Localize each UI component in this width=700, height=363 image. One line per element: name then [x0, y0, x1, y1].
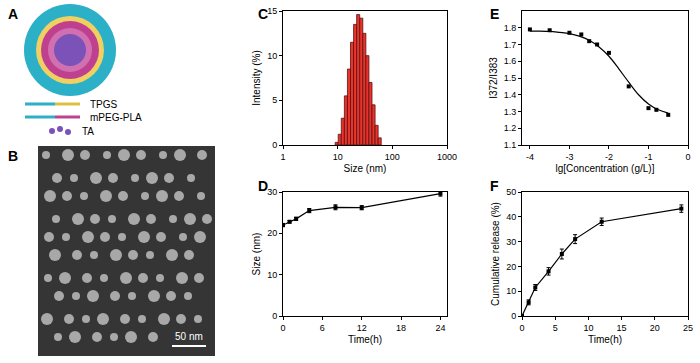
svg-text:10: 10: [333, 152, 343, 162]
svg-text:20: 20: [650, 323, 660, 333]
svg-text:Size (nm): Size (nm): [344, 163, 387, 174]
svg-text:50 nm: 50 nm: [175, 331, 203, 342]
svg-text:5: 5: [272, 95, 277, 105]
svg-text:Cumulative release (%): Cumulative release (%): [490, 202, 501, 306]
svg-text:15: 15: [267, 6, 277, 16]
svg-text:mPEG-PLA: mPEG-PLA: [90, 112, 142, 123]
svg-text:E: E: [490, 6, 499, 22]
svg-text:TPGS: TPGS: [90, 99, 118, 110]
svg-text:1.7: 1.7: [504, 40, 517, 50]
svg-text:Size (nm): Size (nm): [251, 233, 262, 276]
svg-text:I372/I383: I372/I383: [488, 57, 499, 99]
svg-text:0: 0: [280, 323, 285, 333]
svg-text:10: 10: [267, 270, 277, 280]
svg-text:6: 6: [320, 323, 325, 333]
svg-text:10: 10: [506, 286, 516, 296]
svg-text:1000: 1000: [437, 152, 457, 162]
svg-text:10: 10: [583, 323, 593, 333]
svg-text:10: 10: [267, 51, 277, 61]
svg-text:30: 30: [267, 187, 277, 197]
svg-text:0: 0: [511, 311, 516, 321]
svg-text:1.6: 1.6: [504, 56, 517, 66]
svg-text:50: 50: [506, 187, 516, 197]
svg-text:40: 40: [506, 212, 516, 222]
svg-text:B: B: [8, 148, 18, 164]
svg-text:12: 12: [357, 323, 367, 333]
svg-text:24: 24: [435, 323, 445, 333]
svg-text:18: 18: [396, 323, 406, 333]
svg-text:TA: TA: [82, 126, 94, 137]
svg-text:-2: -2: [605, 152, 613, 162]
svg-text:0: 0: [272, 311, 277, 321]
svg-text:-1: -1: [644, 152, 652, 162]
svg-text:0: 0: [685, 152, 690, 162]
svg-text:5: 5: [553, 323, 558, 333]
svg-text:20: 20: [267, 228, 277, 238]
svg-text:F: F: [490, 178, 499, 194]
svg-text:Intensity (%): Intensity (%): [251, 50, 262, 106]
svg-text:Time(h): Time(h): [348, 334, 382, 345]
svg-text:-3: -3: [565, 152, 573, 162]
svg-text:1: 1: [280, 152, 285, 162]
svg-text:A: A: [8, 6, 18, 22]
svg-text:100: 100: [385, 152, 400, 162]
svg-text:1.3: 1.3: [504, 107, 517, 117]
svg-text:25: 25: [683, 323, 693, 333]
svg-text:0: 0: [519, 323, 524, 333]
svg-text:0: 0: [272, 140, 277, 150]
svg-text:1.4: 1.4: [504, 90, 517, 100]
svg-text:1.5: 1.5: [504, 73, 517, 83]
svg-text:C: C: [258, 6, 268, 22]
svg-text:20: 20: [506, 262, 516, 272]
svg-text:15: 15: [617, 323, 627, 333]
svg-text:1.1: 1.1: [504, 140, 517, 150]
svg-text:1.2: 1.2: [504, 123, 517, 133]
svg-text:Time(h): Time(h): [588, 334, 622, 345]
svg-text:D: D: [258, 178, 268, 194]
svg-text:lg[Concentration (g/L)]: lg[Concentration (g/L)]: [556, 163, 655, 174]
svg-text:-4: -4: [526, 152, 534, 162]
svg-text:1.8: 1.8: [504, 23, 517, 33]
svg-text:30: 30: [506, 237, 516, 247]
